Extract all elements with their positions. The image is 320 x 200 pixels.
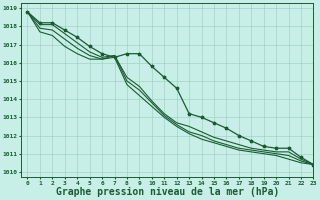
X-axis label: Graphe pression niveau de la mer (hPa): Graphe pression niveau de la mer (hPa) xyxy=(56,187,279,197)
